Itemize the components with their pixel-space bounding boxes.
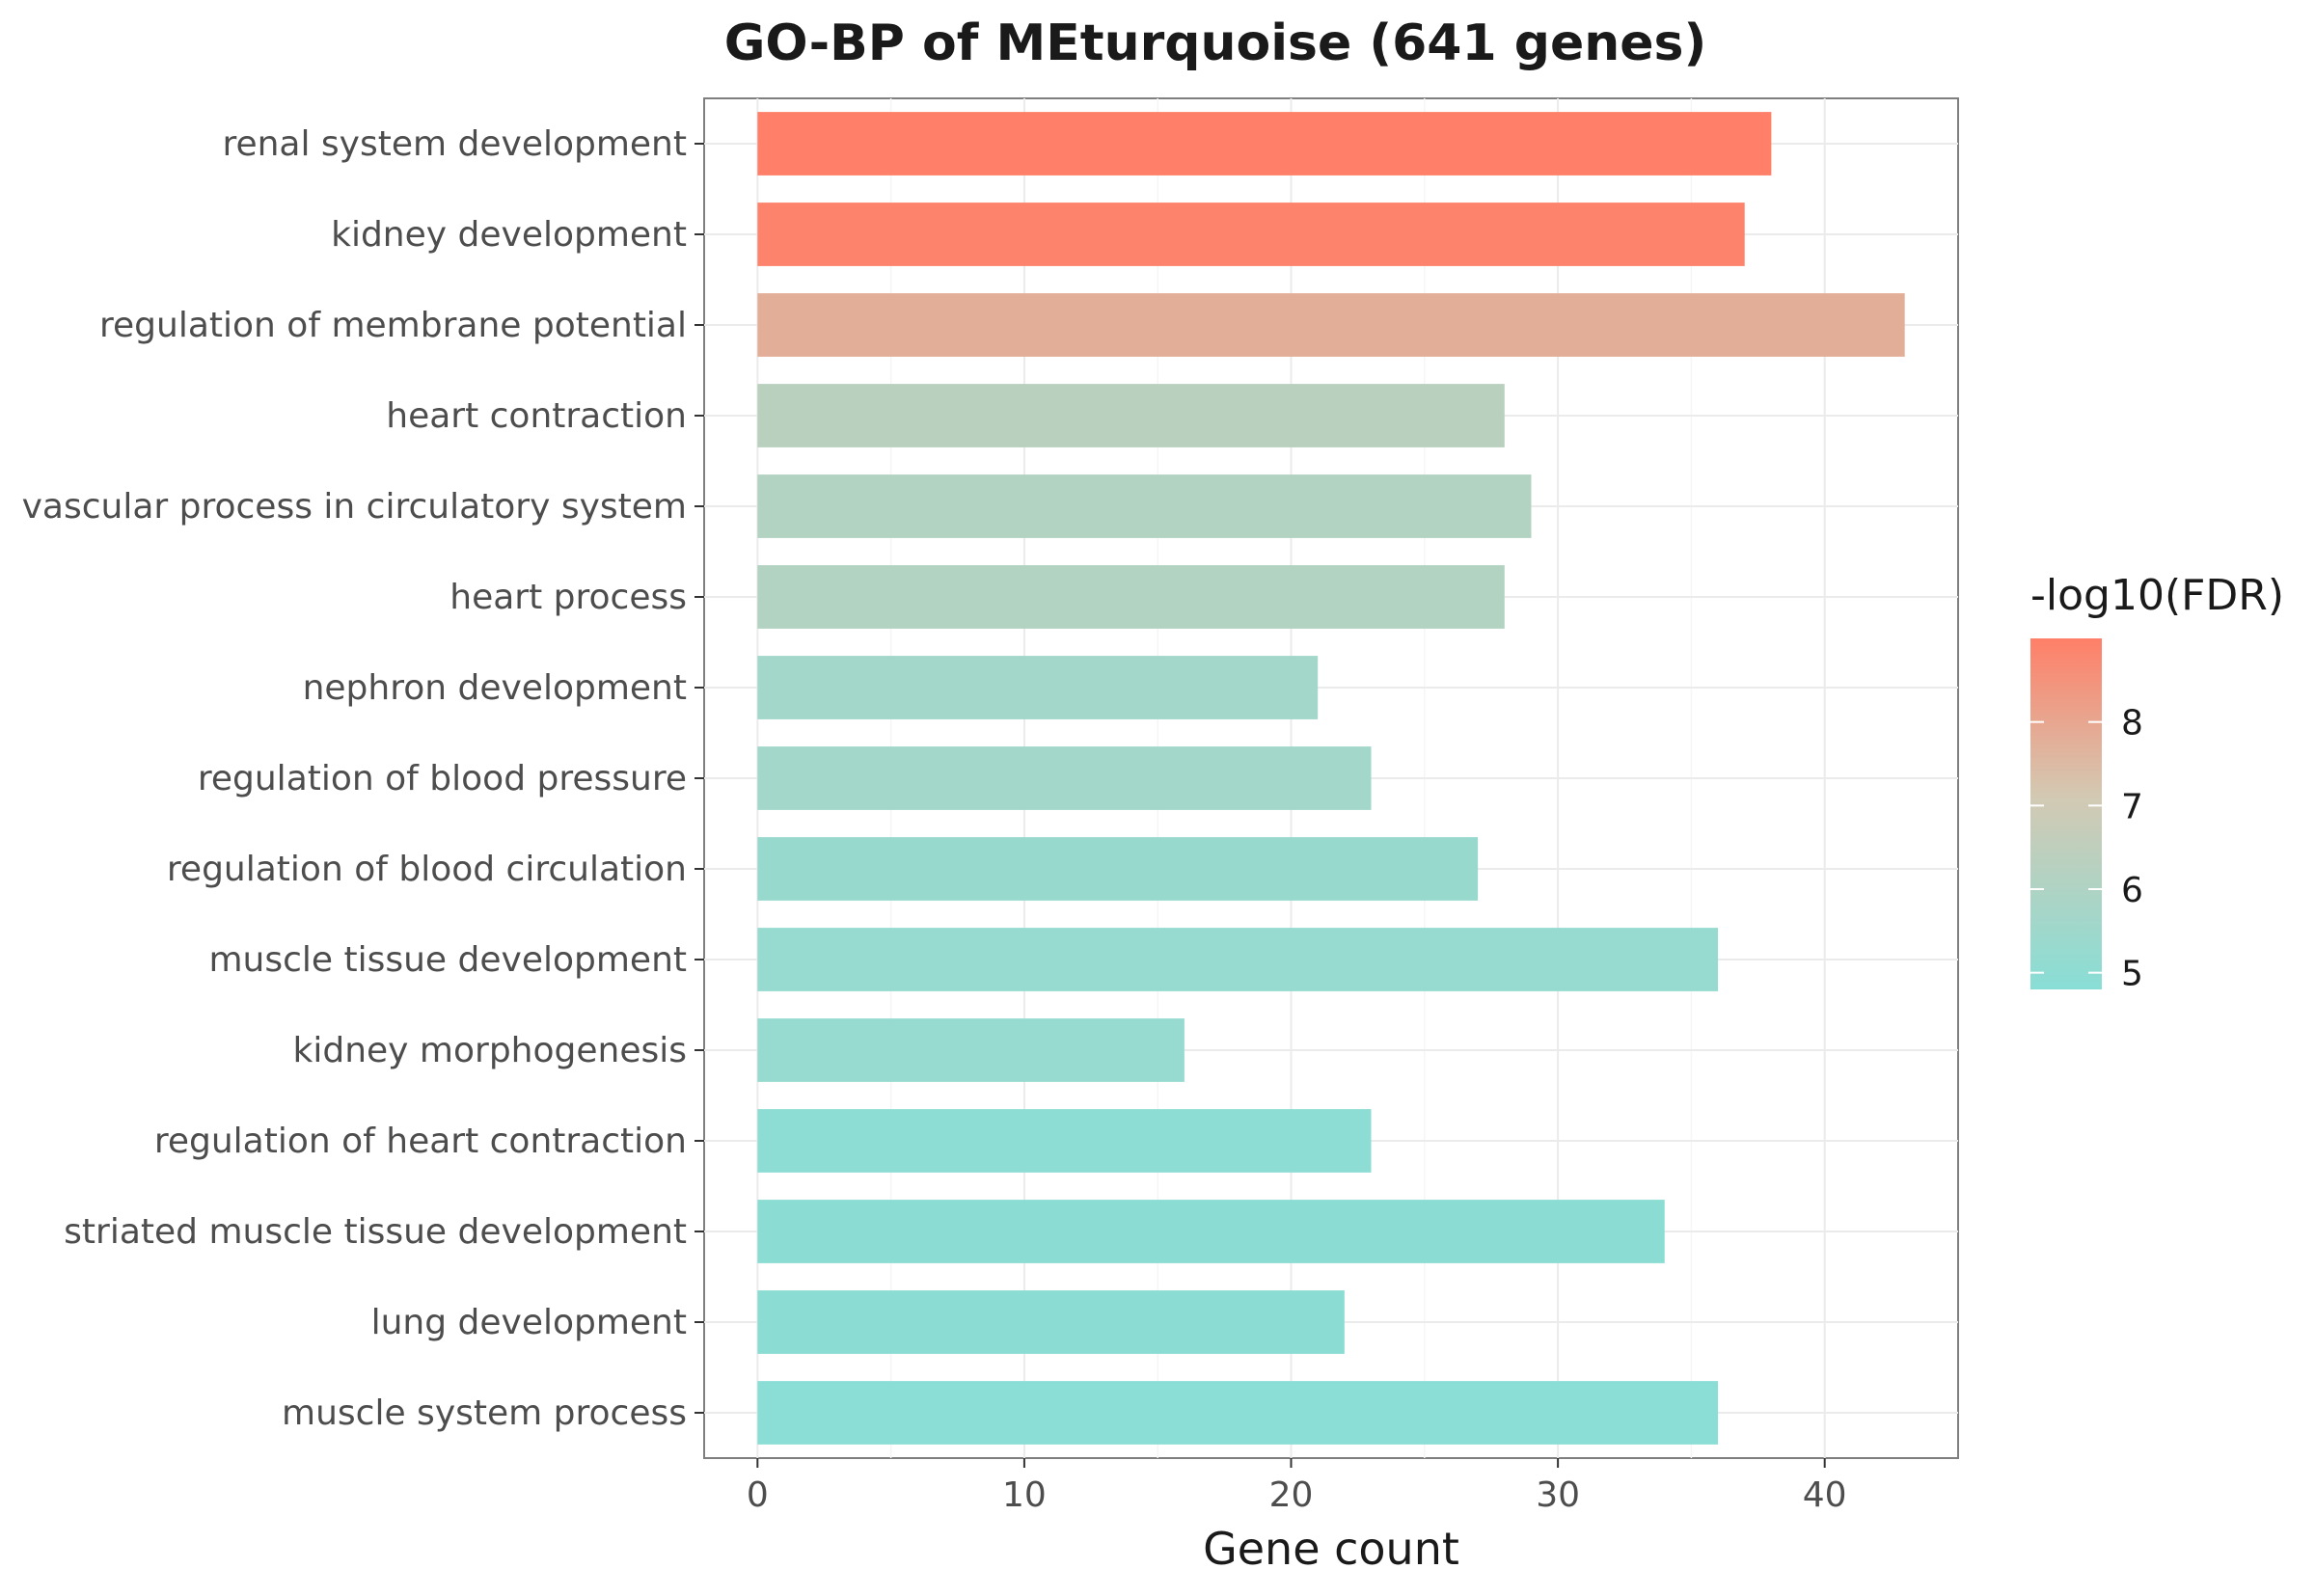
y-tick-label: renal system development — [222, 124, 687, 164]
y-tick-label: heart process — [449, 578, 687, 617]
y-tick-label: nephron development — [303, 668, 687, 708]
bar — [757, 384, 1505, 447]
x-tick-label: 10 — [1002, 1475, 1047, 1515]
y-tick-label: striated muscle tissue development — [64, 1212, 687, 1252]
y-tick-label: lung development — [371, 1303, 687, 1342]
x-tick-label: 40 — [1803, 1475, 1847, 1515]
y-tick-label: vascular process in circulatory system — [22, 487, 687, 527]
bar — [757, 1109, 1372, 1173]
bar — [757, 746, 1372, 810]
bar — [757, 1018, 1185, 1082]
y-tick-label: regulation of blood pressure — [198, 759, 687, 798]
bar — [757, 928, 1719, 991]
x-axis-label: Gene count — [1203, 1523, 1459, 1575]
legend-tick-label: 7 — [2121, 787, 2143, 826]
y-tick-label: muscle system process — [282, 1393, 687, 1433]
bar — [757, 203, 1745, 266]
bar — [757, 474, 1532, 538]
x-tick-label: 20 — [1269, 1475, 1314, 1515]
color-legend: -log10(FDR) 5 6 7 8 — [2030, 571, 2284, 994]
y-tick-label: regulation of membrane potential — [99, 306, 687, 345]
bar — [757, 837, 1479, 901]
bar — [757, 656, 1319, 719]
y-tick-label: regulation of heart contraction — [154, 1122, 687, 1161]
x-axis-ticks: 0 10 20 30 40 — [747, 1458, 1847, 1515]
y-tick-label: kidney development — [331, 215, 687, 255]
y-axis-labels: renal system development kidney developme… — [22, 124, 704, 1433]
y-tick-label: heart contraction — [386, 396, 687, 436]
bar — [757, 1381, 1719, 1445]
y-tick-label: kidney morphogenesis — [293, 1031, 687, 1070]
bars — [757, 112, 1905, 1445]
legend-colorbar — [2030, 638, 2102, 989]
x-tick-label: 0 — [747, 1475, 769, 1515]
bar — [757, 112, 1772, 176]
legend-tick-label: 8 — [2121, 704, 2143, 744]
y-tick-label: regulation of blood circulation — [167, 850, 687, 889]
bar — [757, 293, 1905, 357]
legend-title: -log10(FDR) — [2030, 571, 2284, 620]
legend-ticks: 5 6 7 8 — [2030, 704, 2143, 994]
x-tick-label: 30 — [1536, 1475, 1580, 1515]
chart-title: GO-BP of MEturquoise (641 genes) — [724, 14, 1707, 72]
bar — [757, 1200, 1665, 1263]
legend-tick-label: 5 — [2121, 955, 2143, 994]
bar — [757, 565, 1505, 629]
legend-tick-label: 6 — [2121, 871, 2143, 910]
bar — [757, 1290, 1345, 1354]
y-tick-label: muscle tissue development — [208, 940, 687, 980]
